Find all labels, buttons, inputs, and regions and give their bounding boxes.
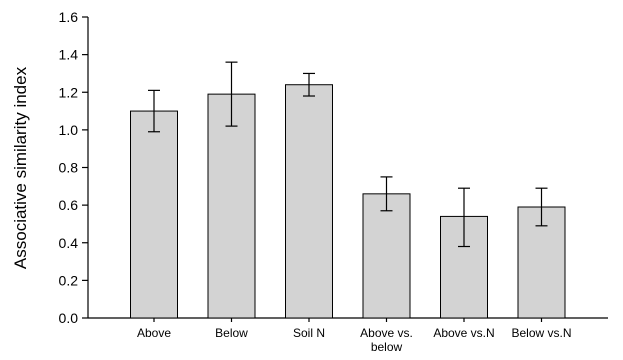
y-tick-label: 0.6 [59, 197, 79, 213]
x-tick-label: Below [215, 326, 248, 340]
x-tick-label: Above [137, 326, 171, 340]
error-bars [148, 61, 548, 248]
y-tick-label: 1.6 [59, 9, 79, 25]
y-axis-title: Associative similarity index [11, 66, 30, 269]
x-tick-label: Below vs.N [511, 326, 571, 340]
bars [130, 84, 566, 319]
bar [362, 193, 411, 319]
bar [207, 93, 256, 319]
y-tick-label: 1.0 [59, 122, 79, 138]
bar [130, 110, 178, 319]
bar [285, 84, 333, 319]
y-tick-label: 0.8 [59, 160, 79, 176]
y-tick-label: 1.4 [59, 47, 79, 63]
y-tick-label: 0.0 [59, 310, 79, 326]
x-tick-label: Above vs.N [433, 326, 494, 340]
x-axis: Above Below Soil N Above vs. below Above vs.N… [88, 317, 608, 354]
y-tick-label: 0.4 [59, 235, 79, 251]
x-tick-label: Above vs. below [360, 326, 413, 354]
y-tick-label: 1.2 [59, 84, 79, 100]
y-axis: 0.0 0.2 0.4 0.6 0.8 1.0 1.2 1.4 1.6 [59, 9, 89, 326]
x-tick-label: Soil N [293, 326, 325, 340]
y-tick-label: 0.2 [59, 272, 79, 288]
